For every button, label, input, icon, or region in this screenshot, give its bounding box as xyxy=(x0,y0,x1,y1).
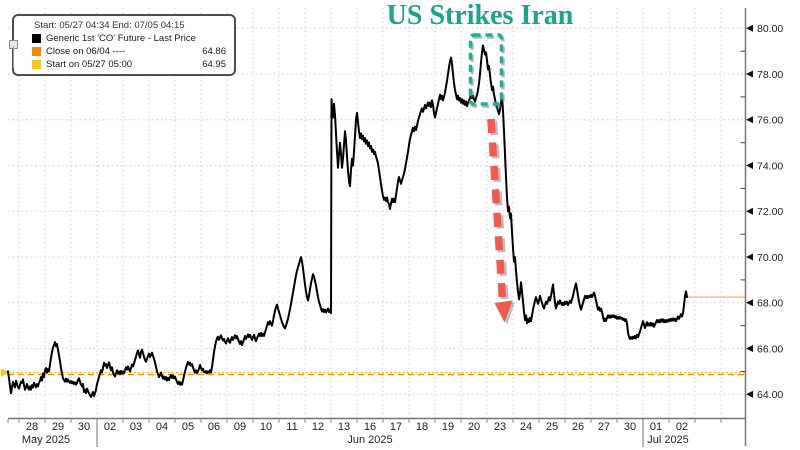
price-line xyxy=(7,44,688,398)
y-axis-label: 64.00 xyxy=(757,389,783,401)
y-axis-label: 68.00 xyxy=(757,298,783,310)
y-tick-arrow-icon xyxy=(746,253,753,261)
y-axis-label: 78.00 xyxy=(757,69,783,81)
y-axis-label: 76.00 xyxy=(757,115,783,127)
highlight-box xyxy=(468,33,504,106)
x-axis-day-label: 24 xyxy=(520,421,532,433)
x-axis-day-label: 12 xyxy=(312,421,324,433)
x-axis-day-label: 01 xyxy=(650,421,662,433)
x-axis-day-label: 23 xyxy=(494,421,506,433)
x-axis-day-label: 30 xyxy=(624,421,636,433)
x-axis-month-label: May 2025 xyxy=(22,434,70,446)
legend-item-label: Generic 1st 'CO' Future - Last Price xyxy=(46,33,196,44)
start-line-swatch-icon xyxy=(32,60,41,69)
legend-item-close-line[interactable]: Close on 06/04 ---- 64.86 xyxy=(20,45,229,58)
y-axis-label: 72.00 xyxy=(757,206,783,218)
x-axis-day-label: 06 xyxy=(208,421,220,433)
x-axis-day-label: 13 xyxy=(338,421,350,433)
y-tick-arrow-icon xyxy=(746,162,753,170)
y-tick-arrow-icon xyxy=(746,390,753,398)
x-axis-day-label: 26 xyxy=(572,421,584,433)
x-axis-day-label: 05 xyxy=(182,421,194,433)
legend-box: Start: 05/27 04:34 End: 07/05 04:15 Gene… xyxy=(9,14,236,76)
x-axis-day-label: 25 xyxy=(546,421,558,433)
y-tick-arrow-icon xyxy=(746,299,753,307)
x-axis-day-label: 27 xyxy=(598,421,610,433)
crash-arrow xyxy=(487,118,507,301)
legend-item-value: 64.86 xyxy=(202,46,226,57)
x-axis-day-label: 20 xyxy=(468,421,480,433)
y-axis-label: 80.00 xyxy=(757,23,783,35)
y-tick-arrow-icon xyxy=(746,207,753,215)
x-axis-day-label: 04 xyxy=(156,421,168,433)
crash-arrowhead-icon xyxy=(494,300,513,323)
start-marker-icon xyxy=(1,368,10,377)
y-tick-arrow-icon xyxy=(746,345,753,353)
legend-item-last-price[interactable]: Generic 1st 'CO' Future - Last Price xyxy=(20,32,229,45)
y-tick-arrow-icon xyxy=(746,24,753,32)
x-axis-day-label: 19 xyxy=(442,421,454,433)
x-axis-day-label: 29 xyxy=(52,421,64,433)
x-axis-day-label: 11 xyxy=(286,421,297,433)
legend-period-text: Start: 05/27 04:34 End: 07/05 04:15 xyxy=(34,20,185,31)
x-axis-day-label: 17 xyxy=(390,421,402,433)
legend-item-start-line[interactable]: Start on 05/27 05:00 64.95 xyxy=(20,58,229,71)
close-line-swatch-icon xyxy=(32,47,41,56)
x-axis-day-label: 28 xyxy=(26,421,38,433)
series-swatch-icon xyxy=(32,34,41,43)
y-axis-label: 70.00 xyxy=(757,252,783,264)
x-axis-day-label: 16 xyxy=(364,421,376,433)
legend-period: Start: 05/27 04:34 End: 07/05 04:15 xyxy=(20,19,229,32)
legend-item-value: 64.95 xyxy=(202,59,226,70)
y-tick-arrow-icon xyxy=(746,116,753,124)
y-axis-label: 74.00 xyxy=(757,160,783,172)
y-axis-label: 66.00 xyxy=(757,343,783,355)
x-axis-day-label: 02 xyxy=(104,421,116,433)
legend-item-label: Close on 06/04 ---- xyxy=(46,46,126,57)
x-axis-day-label: 30 xyxy=(78,421,90,433)
x-axis-day-label: 18 xyxy=(416,421,428,433)
x-axis-day-label: 02 xyxy=(676,421,688,433)
legend-item-label: Start on 05/27 05:00 xyxy=(46,59,133,70)
y-tick-arrow-icon xyxy=(746,70,753,78)
x-axis-day-label: 03 xyxy=(130,421,142,433)
x-axis-month-label: Jun 2025 xyxy=(347,434,392,446)
legend-tree-connector xyxy=(13,46,14,68)
x-axis-day-label: 10 xyxy=(260,421,272,433)
x-axis-month-label: Jul 2025 xyxy=(647,434,689,446)
annotation-us-strikes-iran: US Strikes Iran xyxy=(386,0,574,31)
x-axis-day-label: 09 xyxy=(234,421,246,433)
